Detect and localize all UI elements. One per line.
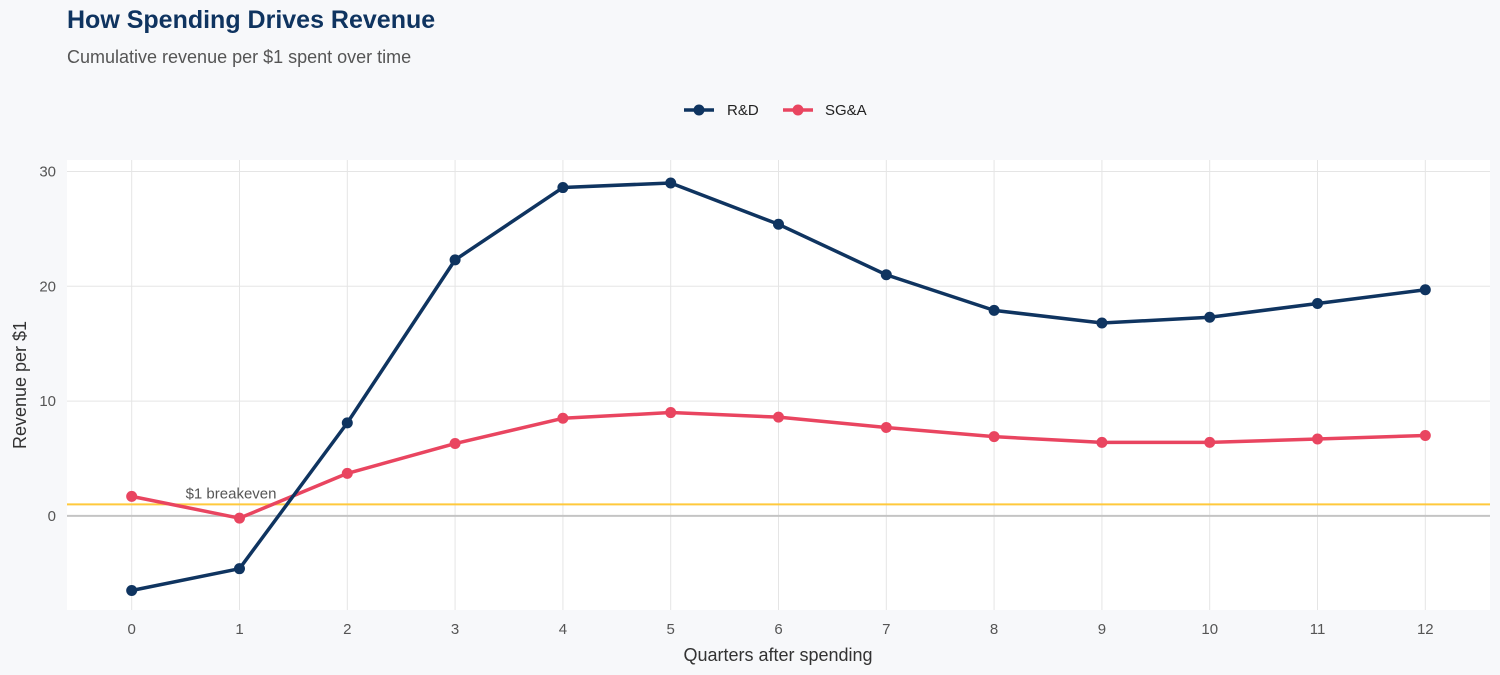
data-point	[126, 490, 138, 502]
data-point	[449, 254, 461, 266]
y-tick-label: 20	[39, 278, 56, 295]
x-tick-label: 4	[559, 621, 567, 638]
data-point	[665, 407, 677, 419]
data-point	[880, 421, 892, 433]
data-point	[1204, 311, 1216, 323]
data-point	[1096, 436, 1108, 448]
x-tick-label: 10	[1201, 621, 1218, 638]
data-point	[988, 431, 1000, 443]
y-axis-label: Revenue per $1	[10, 321, 30, 449]
x-tick-label: 2	[343, 621, 351, 638]
y-tick-label: 10	[39, 393, 56, 410]
data-point	[988, 304, 1000, 316]
data-point	[449, 438, 461, 450]
data-point	[126, 584, 138, 596]
data-point	[773, 411, 784, 423]
x-tick-label: 6	[774, 621, 782, 638]
x-tick-label: 11	[1310, 621, 1326, 638]
legend-label: SG&A	[825, 102, 867, 119]
x-tick-label: 5	[667, 621, 675, 638]
x-tick-label: 9	[1098, 621, 1106, 638]
data-point	[341, 467, 353, 479]
data-point	[1312, 297, 1324, 309]
y-tick-label: 30	[39, 163, 56, 180]
x-tick-label: 3	[451, 621, 459, 638]
data-point	[1096, 317, 1108, 329]
x-tick-label: 0	[128, 621, 136, 638]
chart-subtitle: Cumulative revenue per $1 spent over tim…	[67, 47, 412, 67]
chart-title: How Spending Drives Revenue	[67, 6, 436, 34]
y-tick-label: 0	[48, 508, 56, 525]
legend-swatch-point	[792, 104, 804, 116]
data-point	[880, 269, 892, 281]
x-tick-label: 12	[1417, 621, 1434, 638]
x-tick-label: 8	[990, 621, 998, 638]
data-point	[665, 177, 677, 189]
breakeven-label: $1 breakeven	[186, 485, 277, 502]
data-point	[233, 512, 245, 524]
x-tick-label: 7	[882, 621, 890, 638]
data-point	[557, 182, 569, 194]
data-point	[1419, 284, 1431, 296]
x-axis-label: Quarters after spending	[683, 645, 872, 665]
data-point	[557, 412, 569, 424]
data-point	[1312, 433, 1324, 445]
data-point	[341, 417, 353, 429]
data-point	[1204, 436, 1216, 448]
data-point	[233, 563, 245, 575]
data-point	[773, 218, 784, 230]
legend-swatch-point	[693, 104, 705, 116]
data-point	[1419, 430, 1431, 442]
legend-label: R&D	[727, 102, 759, 119]
x-tick-label: 1	[235, 621, 243, 638]
